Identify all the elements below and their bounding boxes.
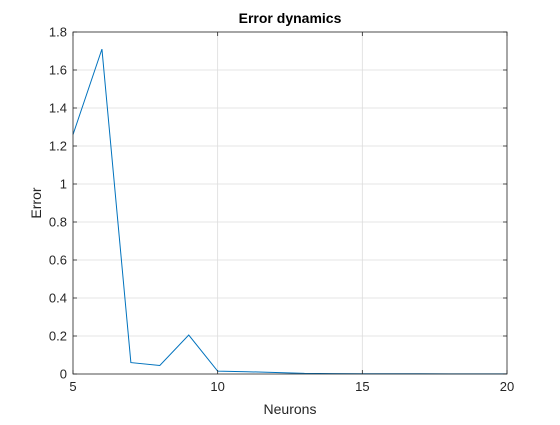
x-tick-label: 20 xyxy=(500,379,514,394)
y-tick-label: 0.6 xyxy=(49,253,67,268)
y-tick-label: 0.2 xyxy=(49,329,67,344)
y-tick-label: 1.8 xyxy=(49,25,67,40)
y-tick-label: 1.6 xyxy=(49,63,67,78)
y-tick-labels: 0 0.2 0.4 0.6 0.8 1 1.2 1.4 1.6 1.8 xyxy=(49,25,67,382)
tick-marks xyxy=(72,31,508,375)
y-axis-label: Error xyxy=(28,187,44,218)
y-tick-label: 1 xyxy=(60,177,67,192)
plot-background xyxy=(73,32,507,374)
y-tick-label: 0 xyxy=(60,367,67,382)
axes-box xyxy=(72,31,508,375)
y-tick-label: 1.4 xyxy=(49,101,67,116)
x-tick-labels: 5 10 15 20 xyxy=(69,379,514,394)
x-axis-label: Neurons xyxy=(264,401,317,417)
y-tick-label: 1.2 xyxy=(49,139,67,154)
x-tick-label: 10 xyxy=(210,379,224,394)
y-tick-label: 0.8 xyxy=(49,215,67,230)
x-tick-label: 15 xyxy=(355,379,369,394)
y-tick-label: 0.4 xyxy=(49,291,67,306)
chart-title: Error dynamics xyxy=(239,10,342,26)
x-tick-label: 5 xyxy=(69,379,76,394)
